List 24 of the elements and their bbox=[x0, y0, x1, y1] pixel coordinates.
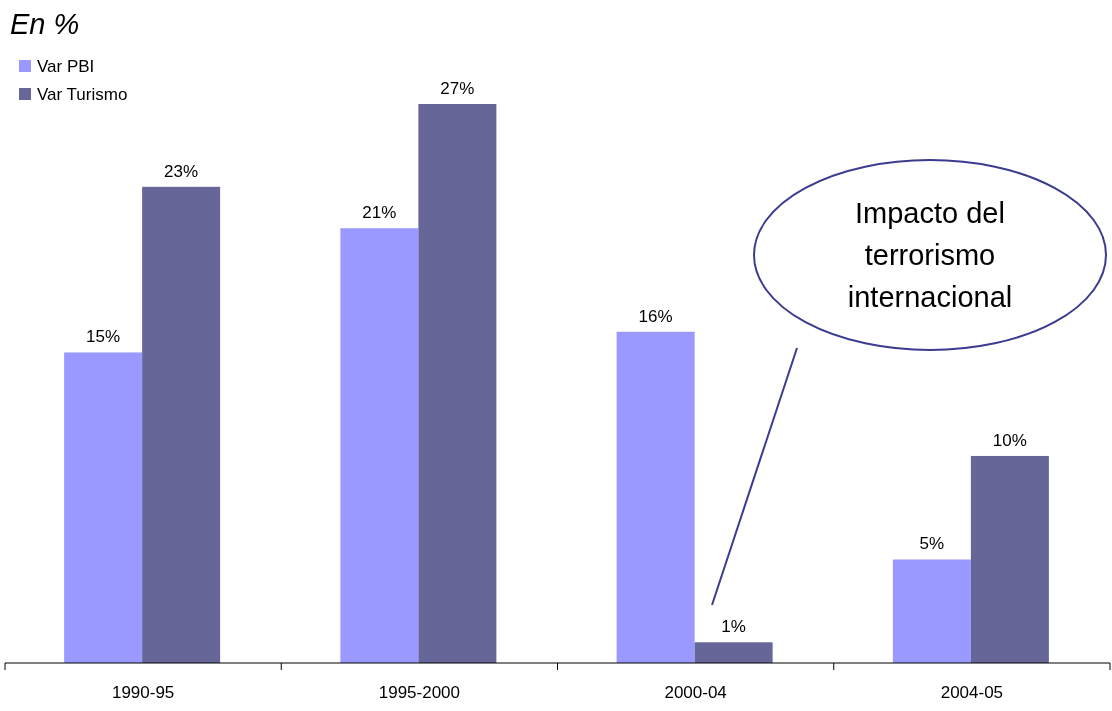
bar bbox=[142, 186, 221, 663]
bar bbox=[970, 455, 1049, 663]
legend-label: Var Turismo bbox=[37, 85, 128, 104]
bar bbox=[340, 228, 419, 663]
data-label: 5% bbox=[919, 534, 945, 554]
x-tick-label: 2004-05 bbox=[940, 683, 1004, 702]
bar bbox=[616, 331, 695, 663]
data-label: 23% bbox=[164, 161, 199, 181]
bar bbox=[64, 352, 143, 663]
data-label: 1% bbox=[721, 617, 746, 637]
bar bbox=[418, 104, 497, 663]
x-tick-label: 1990-95 bbox=[111, 683, 175, 702]
data-label: 27% bbox=[440, 79, 475, 98]
annotation: Impacto del terrorismo internacional bbox=[847, 197, 1013, 313]
data-label: 15% bbox=[86, 327, 121, 347]
x-tick-label: 1995-2000 bbox=[378, 683, 461, 702]
x-tick-label: 2000-04 bbox=[664, 683, 727, 702]
data-label: 16% bbox=[638, 306, 673, 326]
data-label: 10% bbox=[992, 430, 1027, 450]
chart-title: En % bbox=[10, 8, 80, 40]
bar bbox=[694, 642, 773, 663]
data-label: 21% bbox=[362, 203, 397, 223]
bar bbox=[892, 559, 971, 663]
legend-label: Var PBI bbox=[37, 57, 95, 76]
